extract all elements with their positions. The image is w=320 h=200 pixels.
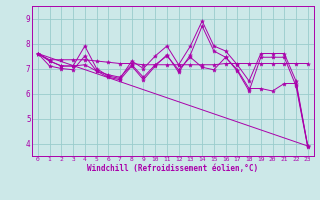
X-axis label: Windchill (Refroidissement éolien,°C): Windchill (Refroidissement éolien,°C) [87,164,258,173]
